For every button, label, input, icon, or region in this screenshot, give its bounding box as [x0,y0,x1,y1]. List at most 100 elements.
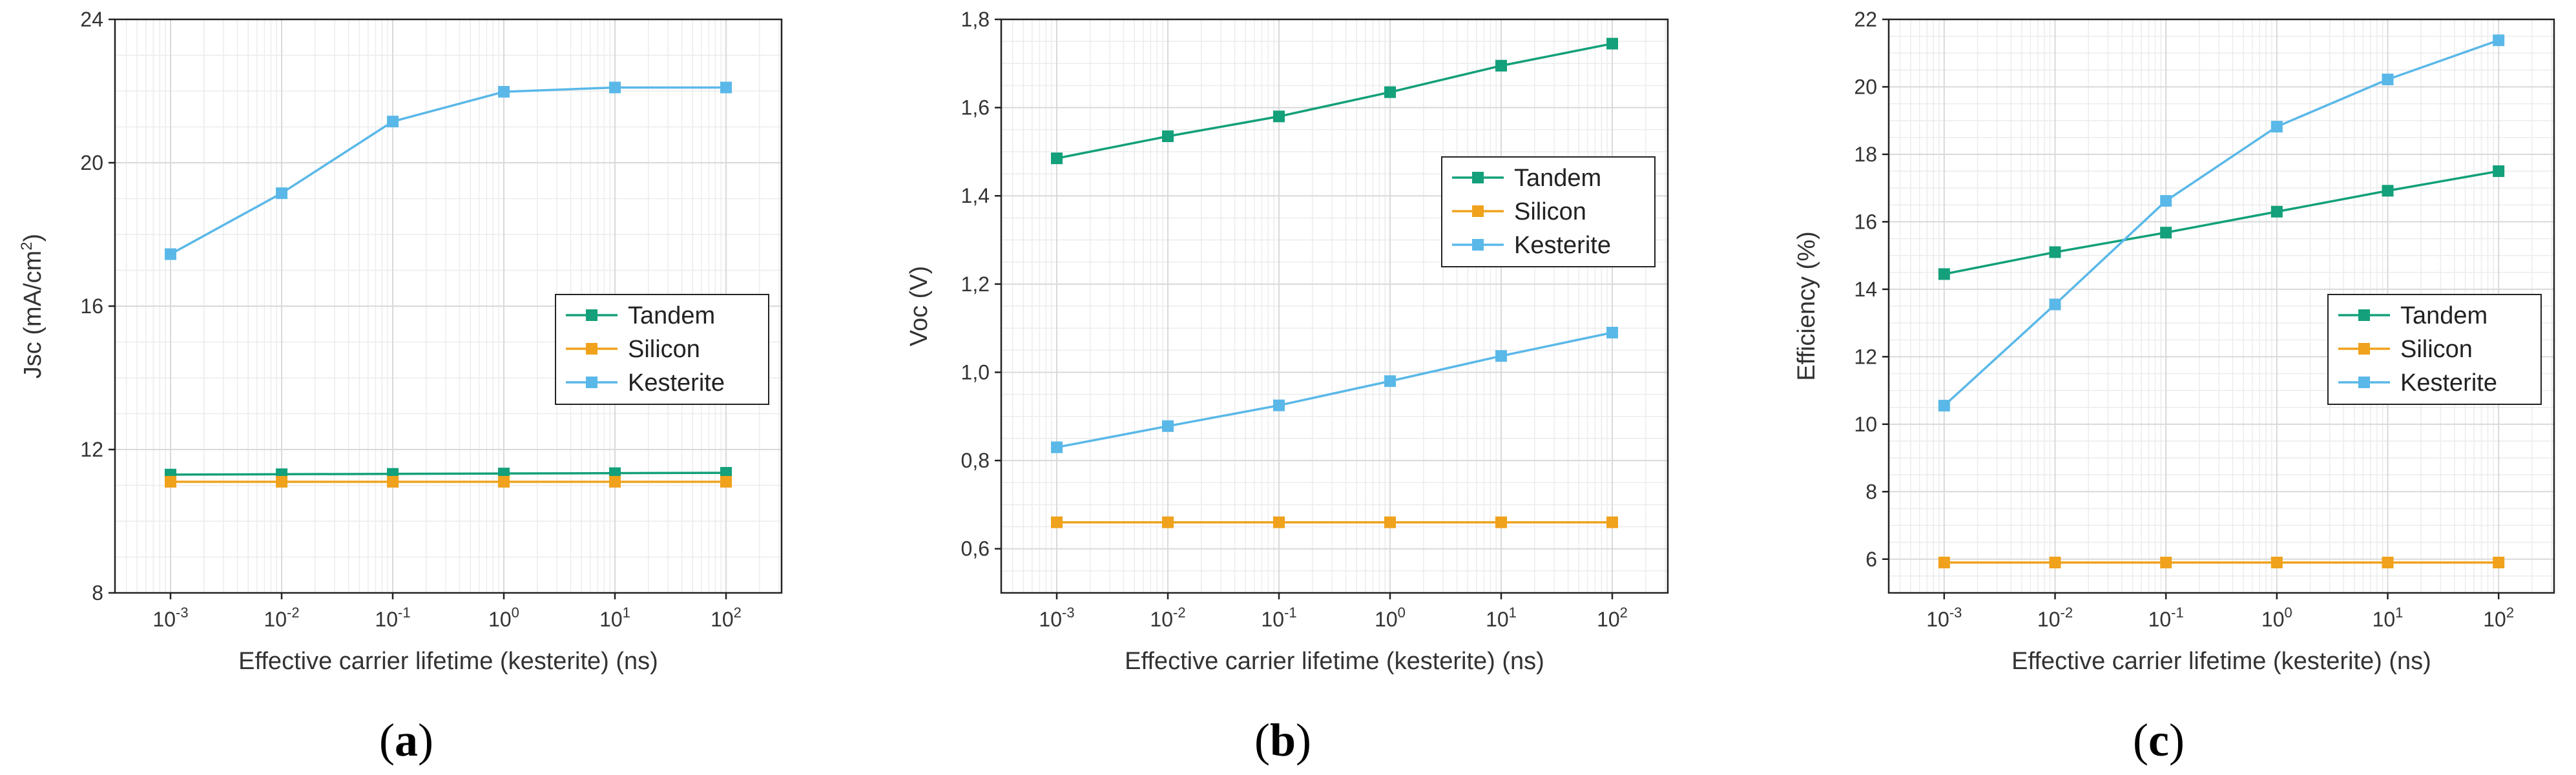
series-line-tandem [1056,42,1613,160]
data-point-kesterite [2160,195,2172,207]
y-tick-label: 8 [92,581,103,604]
legend-label-kesterite: Kesterite [628,369,725,397]
legend-marker-tandem [1472,172,1484,183]
data-point-tandem [1495,59,1507,72]
panel-label-close: ) [2169,714,2185,766]
x-tick-exponent: -3 [176,604,189,621]
x-axis-title: Effective carrier lifetime (kesterite) (… [238,648,658,675]
y-axis-title: Jsc (mA/cm2) [18,234,47,378]
data-point-tandem [2493,165,2505,178]
y-tick-label: 16 [1854,210,1877,233]
legend-marker-tandem [2358,309,2370,321]
x-axis-title: Effective carrier lifetime (kesterite) (… [1125,648,1544,675]
y-tick-label: 0,8 [961,449,990,472]
chart-panel-b: 0,60,81,01,21,41,61,810-3 10-2 10-1 100 101 1… [906,8,1669,766]
x-tick-label: 10-1 [375,604,410,631]
data-point-silicon [1162,516,1174,528]
x-tick-label: 101 [2373,604,2404,631]
legend-label-silicon: Silicon [1514,198,1586,225]
x-tick-base: 10 [1375,608,1398,631]
data-point-kesterite [276,187,287,200]
y-axis-title-main: Jsc (mA/cm [19,251,47,378]
x-tick-base: 10 [711,608,734,631]
x-tick-label: 101 [599,604,630,631]
data-point-kesterite [1162,420,1174,432]
plot-frame [1000,18,1669,594]
y-tick-label: 14 [1854,278,1877,301]
data-point-silicon [1938,556,1950,568]
data-point-silicon [1606,516,1618,528]
y-tick-label: 1,8 [961,8,990,31]
data-point-silicon [2270,556,2283,568]
x-tick-base: 10 [488,608,512,631]
data-point-silicon [1495,516,1507,528]
x-tick-label: 100 [2261,604,2292,631]
data-point-kesterite [2493,34,2505,46]
x-tick-exponent: -1 [2171,604,2184,621]
plot-frame [1887,18,2555,594]
y-axis-title-superscript: 2 [18,242,36,250]
legend-marker-silicon [2358,343,2370,355]
panel-label: (b) [1254,714,1311,766]
y-axis-title-close: ) [19,234,47,242]
y-tick-label: 6 [1865,548,1877,571]
x-tick-label: 10-2 [2037,604,2073,631]
data-point-kesterite [1938,400,1950,412]
data-point-tandem [2382,185,2394,197]
legend-label-silicon: Silicon [2400,336,2473,363]
data-point-tandem [1162,130,1174,143]
x-tick-exponent: -1 [1284,604,1297,621]
data-point-silicon [2049,556,2061,568]
data-point-silicon [1051,516,1063,528]
y-axis-title-main: Efficiency (%) [1793,231,1820,381]
x-tick-exponent: 1 [2395,604,2403,621]
legend-marker-kesterite [2358,377,2370,388]
legend-marker-silicon [1472,205,1484,217]
y-tick-label: 20 [80,151,103,174]
x-tick-base: 10 [2148,608,2172,631]
data-point-tandem [720,467,732,479]
y-tick-label: 0,6 [961,537,990,561]
x-tick-exponent: -2 [2061,604,2073,621]
legend: Tandem Silicon Kesterite [1441,156,1656,267]
x-tick-base: 10 [264,608,287,631]
panel-label-open: ( [1254,714,1270,766]
y-tick-label: 1,2 [961,273,990,296]
data-point-tandem [2160,227,2172,239]
data-point-silicon [2382,556,2394,568]
x-tick-label: 102 [711,604,742,631]
x-tick-label: 100 [488,604,519,631]
data-point-kesterite [720,81,732,94]
x-tick-exponent: 2 [2506,604,2514,621]
data-point-silicon [609,475,621,488]
x-tick-exponent: -3 [1949,604,1962,621]
x-tick-base: 10 [1597,608,1620,631]
y-axis-title: Efficiency (%) [1793,231,1820,381]
series-line-kesterite [170,86,726,256]
x-tick-exponent: 0 [2285,604,2292,621]
x-tick-label: 102 [1597,604,1628,631]
data-point-kesterite [1384,375,1396,388]
x-tick-label: 10-2 [264,604,299,631]
series-line-tandem [170,471,727,476]
x-tick-exponent: 2 [734,604,742,621]
x-tick-base: 10 [2037,608,2061,631]
x-tick-base: 10 [599,608,623,631]
x-tick-label: 10-2 [1150,604,1185,631]
x-tick-label: 10-3 [1039,604,1074,631]
panel-label-open: ( [379,714,395,766]
y-tick-label: 22 [1854,8,1877,31]
y-tick-label: 12 [1854,345,1877,368]
data-point-kesterite [2382,73,2394,85]
data-point-tandem [1384,86,1396,98]
data-point-kesterite [1051,441,1063,453]
y-tick-label: 24 [80,8,103,31]
panel-label-close: ) [418,714,433,766]
y-tick-label: 1,6 [961,96,990,119]
data-point-silicon [276,475,287,488]
x-tick-exponent: 0 [1398,604,1406,621]
x-tick-base: 10 [2373,608,2396,631]
data-point-silicon [387,475,399,488]
data-point-kesterite [165,248,176,260]
data-point-silicon [2160,556,2172,568]
